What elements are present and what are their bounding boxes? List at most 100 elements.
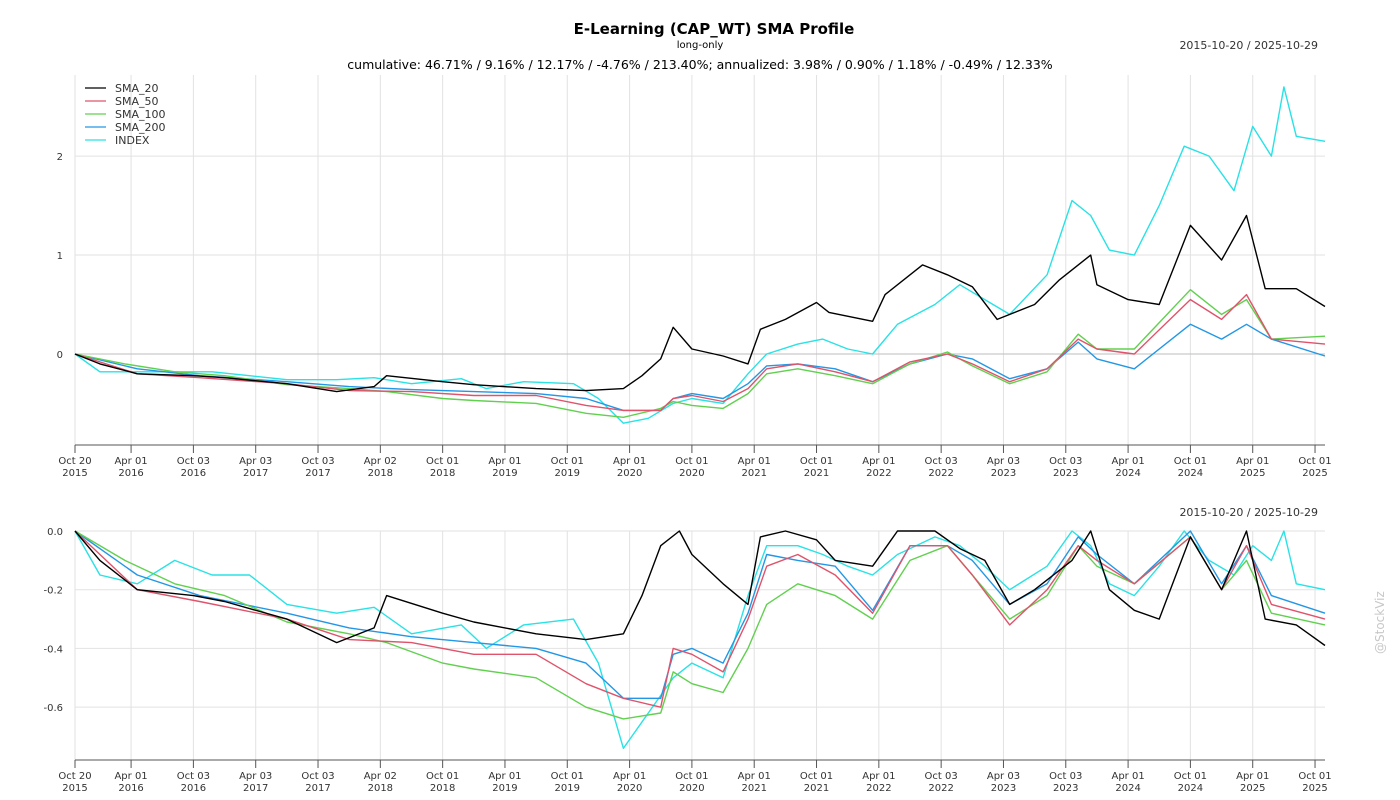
x-tick-label: Oct 03 bbox=[1049, 771, 1082, 782]
x-tick-label: Apr 02 bbox=[364, 456, 397, 467]
x-tick-year-label: 2019 bbox=[555, 468, 580, 479]
x-tick-label: Apr 01 bbox=[862, 456, 895, 467]
date-range-top: 2015-10-20 / 2025-10-29 bbox=[1179, 39, 1318, 52]
x-tick-label: Apr 03 bbox=[239, 771, 272, 782]
series-line-index bbox=[74, 86, 1326, 424]
x-tick-label: Oct 01 bbox=[1174, 456, 1207, 467]
x-tick-year-label: 2022 bbox=[866, 783, 891, 794]
x-tick-year-label: 2015 bbox=[62, 468, 87, 479]
x-tick-label: Oct 01 bbox=[1174, 771, 1207, 782]
x-tick-label: Oct 20 bbox=[58, 456, 91, 467]
x-tick-year-label: 2017 bbox=[305, 783, 330, 794]
x-tick-year-label: 2023 bbox=[991, 468, 1016, 479]
series-line-sma-100 bbox=[74, 530, 1326, 720]
series-line-sma-200 bbox=[74, 530, 1326, 699]
x-tick-year-label: 2024 bbox=[1115, 468, 1140, 479]
x-tick-label: Apr 01 bbox=[114, 771, 147, 782]
x-tick-label: Oct 01 bbox=[675, 771, 708, 782]
x-tick-label: Apr 01 bbox=[738, 456, 771, 467]
x-tick-year-label: 2018 bbox=[368, 468, 393, 479]
legend-label: SMA_100 bbox=[115, 108, 166, 121]
series-line-sma-200 bbox=[74, 323, 1326, 412]
x-tick-year-label: 2021 bbox=[741, 468, 766, 479]
x-tick-year-label: 2022 bbox=[928, 783, 953, 794]
x-tick-label: Apr 01 bbox=[1111, 771, 1144, 782]
watermark: @StockViz bbox=[1373, 591, 1387, 654]
x-tick-year-label: 2025 bbox=[1302, 783, 1327, 794]
x-tick-label: Apr 01 bbox=[613, 771, 646, 782]
x-tick-label: Oct 03 bbox=[1049, 456, 1082, 467]
x-tick-year-label: 2018 bbox=[368, 783, 393, 794]
series-line-sma-20 bbox=[74, 530, 1326, 647]
x-tick-year-label: 2016 bbox=[118, 468, 143, 479]
x-tick-label: Oct 03 bbox=[301, 771, 334, 782]
series-line-index bbox=[74, 530, 1326, 749]
x-tick-label: Oct 01 bbox=[800, 456, 833, 467]
x-tick-year-label: 2017 bbox=[243, 783, 268, 794]
x-tick-year-label: 2015 bbox=[62, 783, 87, 794]
x-tick-year-label: 2024 bbox=[1178, 783, 1203, 794]
x-tick-year-label: 2020 bbox=[617, 783, 642, 794]
y-tick-label: 0.0 bbox=[47, 527, 63, 538]
y-tick-label: -0.6 bbox=[43, 703, 63, 714]
x-tick-label: Oct 20 bbox=[58, 771, 91, 782]
x-tick-label: Apr 03 bbox=[987, 456, 1020, 467]
x-tick-label: Oct 03 bbox=[177, 771, 210, 782]
x-tick-label: Oct 01 bbox=[1298, 456, 1331, 467]
x-tick-year-label: 2025 bbox=[1302, 468, 1327, 479]
x-tick-label: Oct 03 bbox=[925, 456, 958, 467]
x-tick-label: Apr 01 bbox=[1236, 771, 1269, 782]
x-tick-label: Oct 01 bbox=[426, 456, 459, 467]
legend-label: SMA_200 bbox=[115, 121, 166, 134]
x-tick-year-label: 2016 bbox=[118, 783, 143, 794]
x-tick-label: Apr 03 bbox=[239, 456, 272, 467]
series-line-sma-50 bbox=[74, 530, 1326, 708]
x-tick-year-label: 2022 bbox=[928, 468, 953, 479]
x-tick-label: Oct 03 bbox=[301, 456, 334, 467]
x-tick-year-label: 2024 bbox=[1115, 783, 1140, 794]
x-tick-label: Apr 03 bbox=[987, 771, 1020, 782]
x-tick-year-label: 2020 bbox=[679, 783, 704, 794]
x-tick-label: Apr 01 bbox=[488, 771, 521, 782]
x-tick-year-label: 2024 bbox=[1178, 468, 1203, 479]
x-tick-label: Oct 01 bbox=[1298, 771, 1331, 782]
x-tick-year-label: 2021 bbox=[804, 468, 829, 479]
x-tick-year-label: 2017 bbox=[243, 468, 268, 479]
x-tick-year-label: 2023 bbox=[991, 783, 1016, 794]
x-tick-year-label: 2021 bbox=[804, 783, 829, 794]
chart-subtitle: long-only bbox=[677, 40, 724, 51]
x-tick-label: Oct 01 bbox=[551, 456, 584, 467]
x-tick-year-label: 2023 bbox=[1053, 783, 1078, 794]
x-tick-year-label: 2025 bbox=[1240, 783, 1265, 794]
x-tick-label: Oct 01 bbox=[800, 771, 833, 782]
x-tick-label: Apr 01 bbox=[1111, 456, 1144, 467]
x-tick-year-label: 2016 bbox=[181, 468, 206, 479]
x-tick-year-label: 2023 bbox=[1053, 468, 1078, 479]
x-tick-year-label: 2017 bbox=[305, 468, 330, 479]
y-tick-label: -0.2 bbox=[43, 586, 63, 597]
x-tick-label: Apr 01 bbox=[738, 771, 771, 782]
x-tick-year-label: 2019 bbox=[555, 783, 580, 794]
legend-label: SMA_20 bbox=[115, 82, 159, 95]
x-tick-year-label: 2020 bbox=[617, 468, 642, 479]
date-range-bottom: 2015-10-20 / 2025-10-29 bbox=[1179, 506, 1318, 519]
x-tick-label: Apr 01 bbox=[613, 456, 646, 467]
x-tick-label: Oct 01 bbox=[551, 771, 584, 782]
series-line-sma-50 bbox=[74, 293, 1326, 412]
x-tick-year-label: 2018 bbox=[430, 783, 455, 794]
x-tick-year-label: 2022 bbox=[866, 468, 891, 479]
x-tick-label: Apr 01 bbox=[488, 456, 521, 467]
legend-label: INDEX bbox=[115, 134, 150, 147]
x-tick-label: Oct 03 bbox=[925, 771, 958, 782]
legend-label: SMA_50 bbox=[115, 95, 159, 108]
x-tick-year-label: 2016 bbox=[181, 783, 206, 794]
y-tick-label: 1 bbox=[57, 251, 63, 262]
x-tick-year-label: 2019 bbox=[492, 783, 517, 794]
y-tick-label: 0 bbox=[57, 350, 63, 361]
series-line-sma-100 bbox=[74, 289, 1326, 418]
chart-title: E-Learning (CAP_WT) SMA Profile bbox=[574, 20, 855, 38]
x-tick-label: Apr 02 bbox=[364, 771, 397, 782]
